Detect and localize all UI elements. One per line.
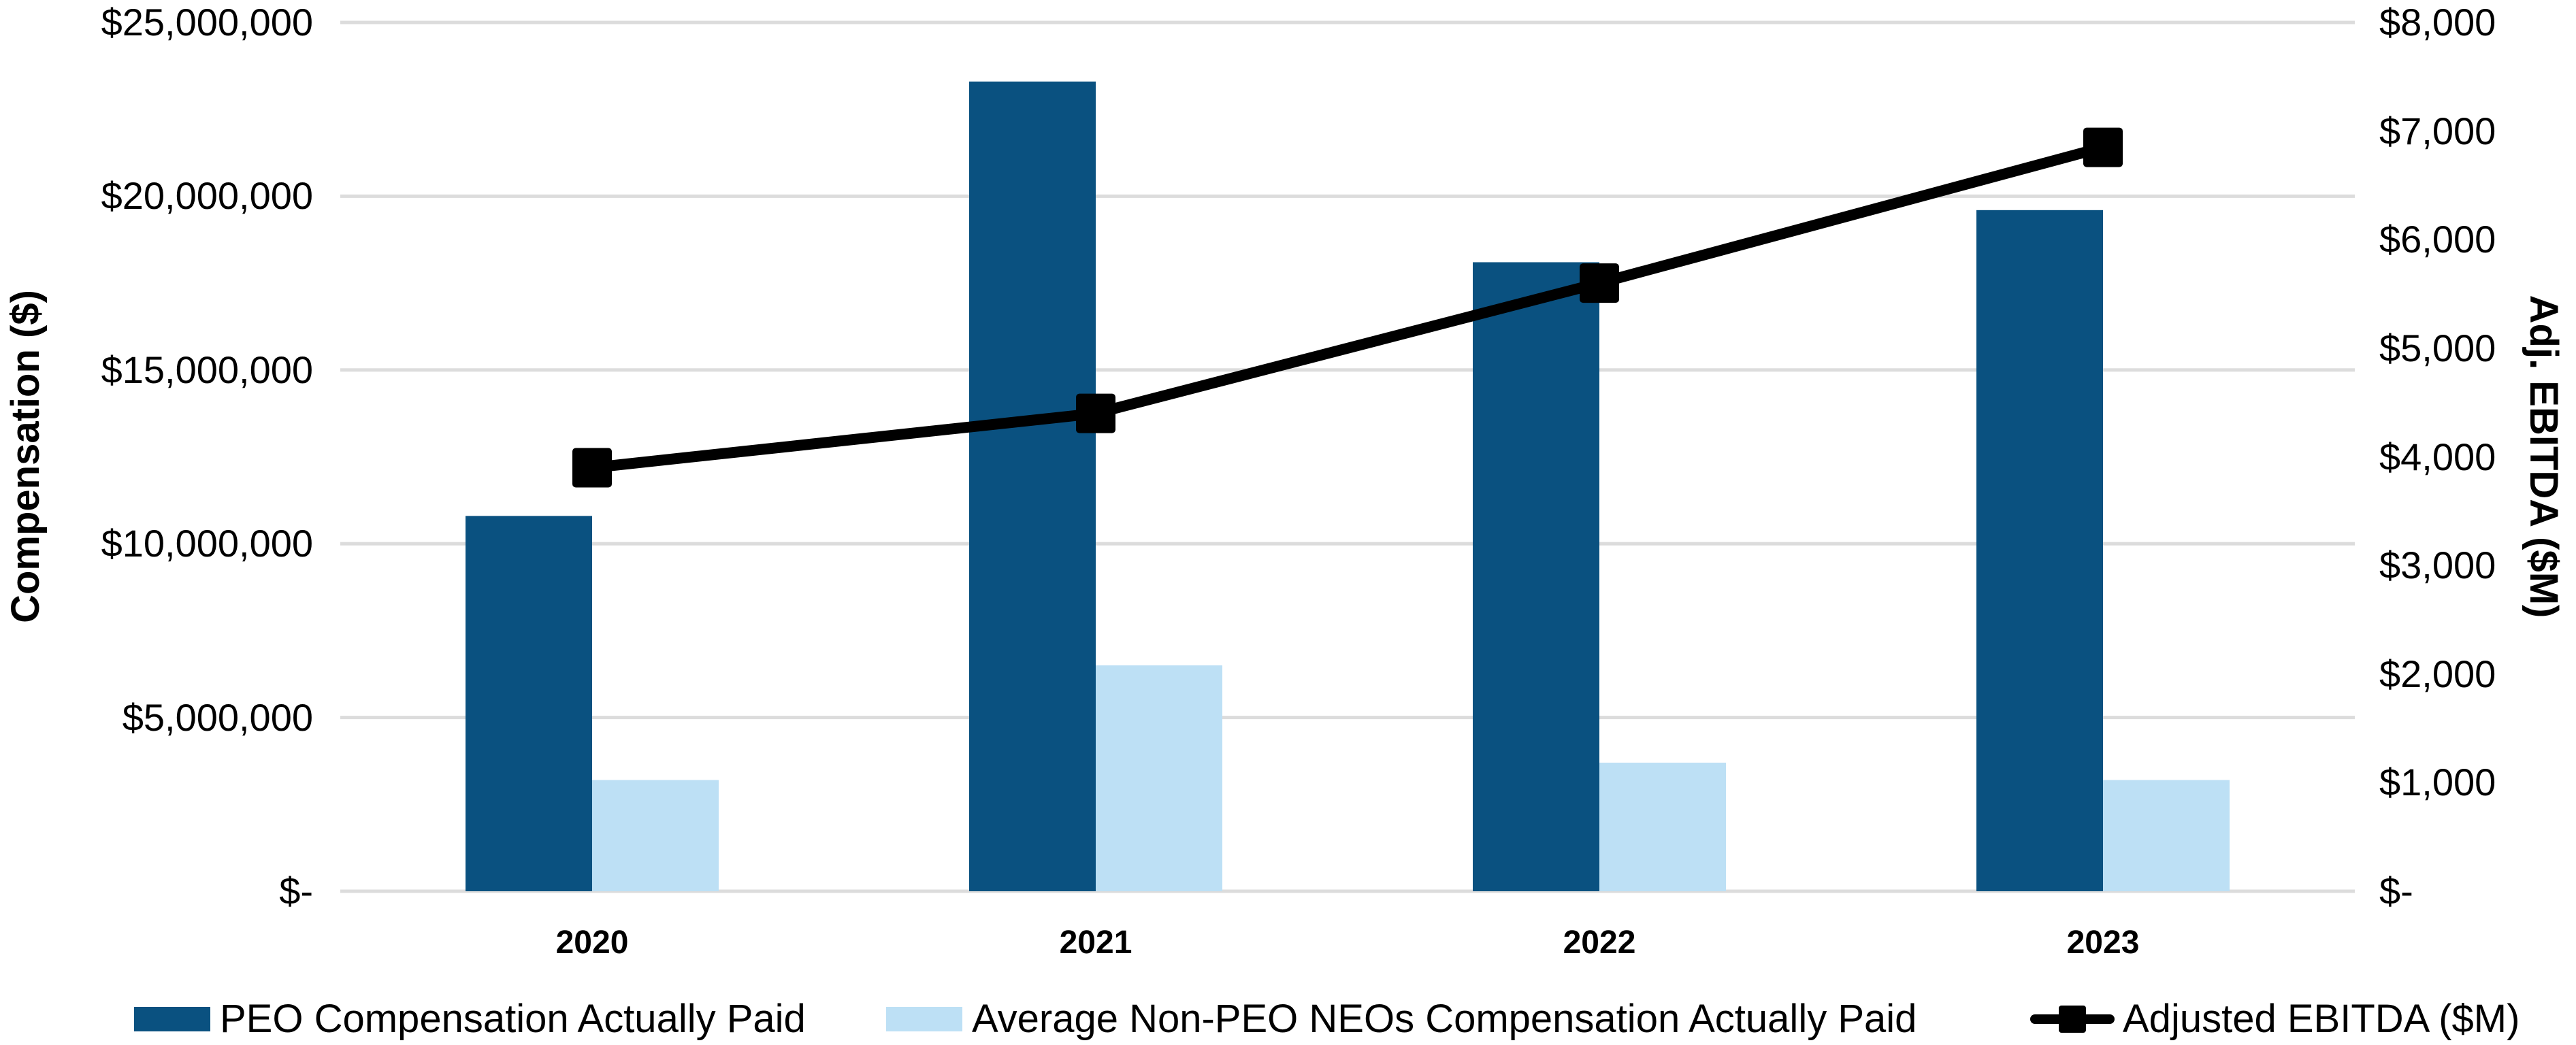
right-axis-tick-label: $7,000 [2379,109,2496,152]
bar-peo-compensation [1473,262,1599,891]
right-axis-tick-label: $5,000 [2379,326,2496,369]
x-axis-year-label: 2022 [1563,925,1636,961]
gridline [340,20,2355,24]
line-series [572,127,2123,488]
ebitda-marker [572,448,612,488]
left-axis-tick-label: $- [279,869,313,912]
left-axis-tick-label: $5,000,000 [122,695,313,739]
bar-non-peo-compensation [2103,780,2230,891]
left-axis-tick-label: $25,000,000 [101,1,313,44]
gridline [340,368,2355,372]
ebitda-marker [1076,393,1115,433]
bar-non-peo-compensation [1096,665,1222,891]
bar-non-peo-compensation [1599,763,1726,891]
gridline [340,889,2355,893]
legend-label: Adjusted EBITDA ($M) [2123,997,2520,1041]
x-axis-year-label: 2021 [1059,925,1132,961]
legend: PEO Compensation Actually Paid Average No… [0,997,2576,1041]
bar-series [466,81,2230,892]
gridline [340,542,2355,546]
ebitda-line [591,142,2105,474]
legend-swatch-peo-icon [134,1007,210,1031]
bar-peo-compensation [1976,210,2103,891]
right-axis-tick-label: $6,000 [2379,218,2496,261]
legend-item: PEO Compensation Actually Paid [134,997,806,1041]
right-axis-tick-label: $4,000 [2379,435,2496,478]
x-axis-year-label: 2023 [2066,925,2140,961]
legend-item: Average Non-PEO NEOs Compensation Actual… [886,997,1917,1041]
legend-line-square [2059,1006,2086,1033]
ebitda-marker [1580,263,1619,303]
bar-peo-compensation [466,516,592,891]
left-axis-tick-label: $15,000,000 [101,348,313,391]
right-axis-tick-label: $- [2379,869,2413,912]
ebitda-marker [2083,127,2123,167]
right-axis-tick-label: $8,000 [2379,1,2496,44]
gridline [340,716,2355,720]
right-axis-tick-label: $1,000 [2379,761,2496,804]
legend-label: PEO Compensation Actually Paid [220,997,806,1041]
gridline [340,194,2355,198]
legend-item: Adjusted EBITDA ($M) [2030,997,2520,1041]
x-axis-year-label: 2020 [555,925,629,961]
legend-swatch-non-peo-icon [886,1007,962,1031]
right-axis-tick-label: $3,000 [2379,544,2496,587]
legend-line-marker-icon [2030,1006,2115,1033]
bar-peo-compensation [969,81,1096,892]
left-axis-tick-label: $10,000,000 [101,522,313,565]
bar-non-peo-compensation [592,780,719,891]
gridlines [340,20,2355,893]
right-axis-tick-label: $2,000 [2379,652,2496,695]
legend-label: Average Non-PEO NEOs Compensation Actual… [972,997,1917,1041]
left-axis-tick-label: $20,000,000 [101,174,313,218]
